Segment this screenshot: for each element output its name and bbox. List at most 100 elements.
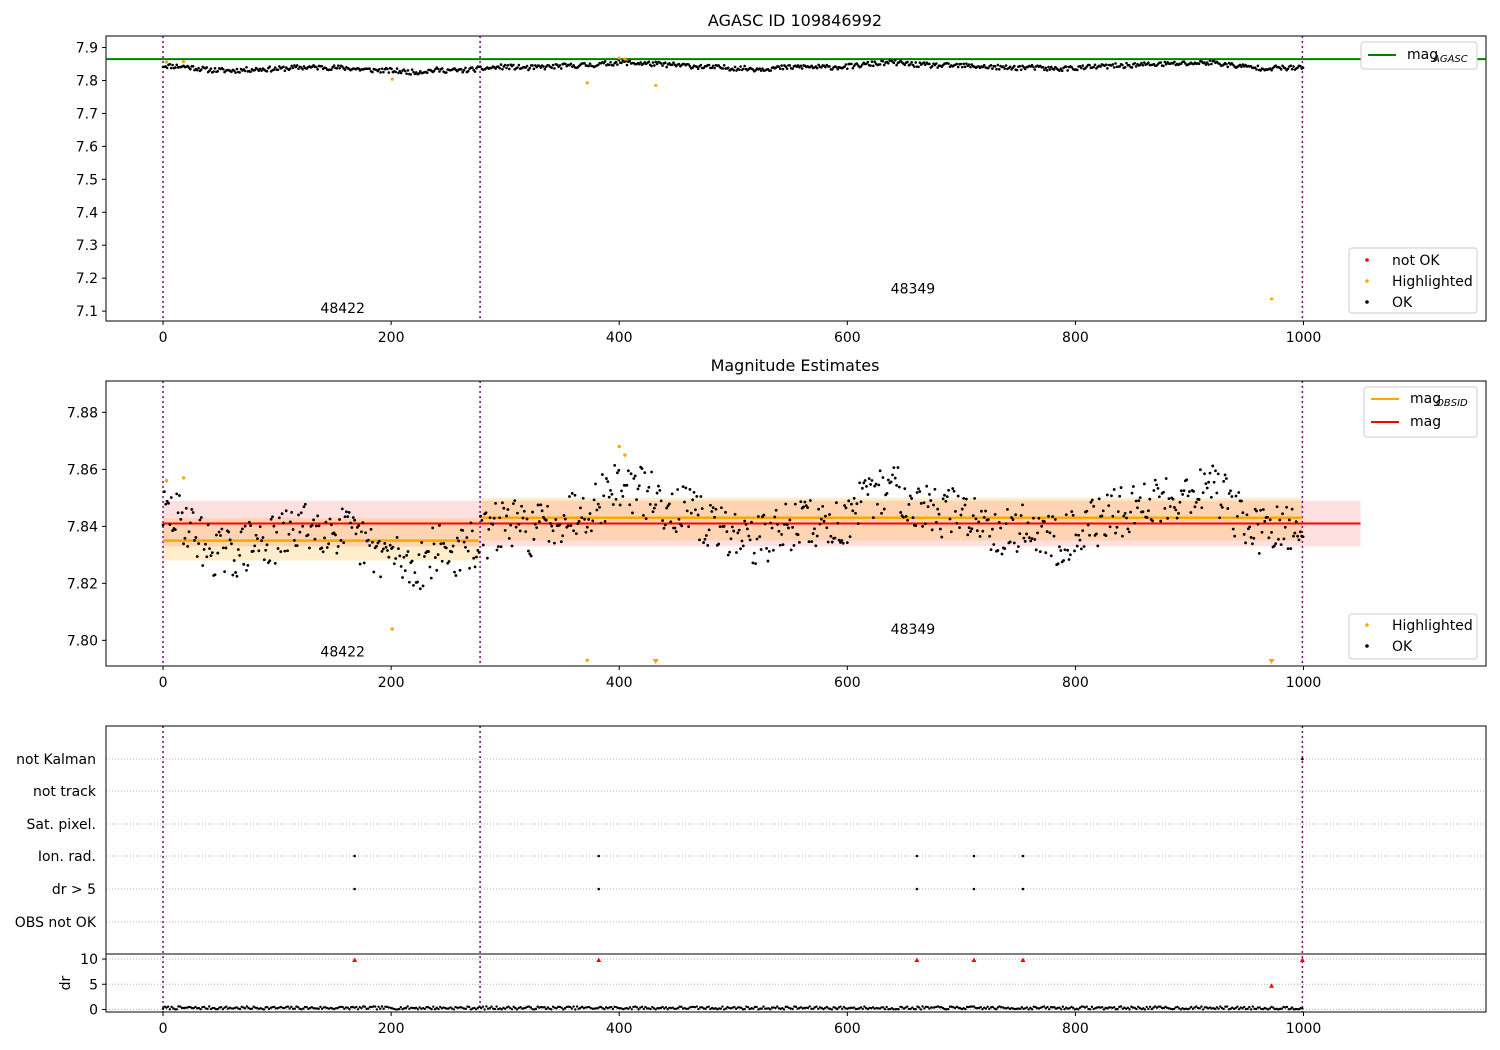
ok-point [863,479,867,482]
dr-point [1154,1005,1157,1008]
ok-point [689,511,693,515]
legend-label: Highlighted [1392,618,1473,634]
dr-point [433,1008,437,1011]
ok-point [700,507,704,511]
ok-point [843,504,846,507]
ok-point [1134,65,1138,68]
ok-point [1279,68,1283,71]
ok-point [882,63,886,67]
dr-point [1071,1006,1075,1010]
ok-point [254,533,258,537]
ok-point [1011,518,1015,521]
dr-point [1249,1008,1253,1011]
ok-point [1145,516,1149,519]
ok-point [1162,64,1165,68]
ok-point [1019,514,1023,517]
ok-point [278,65,281,68]
ok-point [239,530,243,534]
ok-point [440,559,444,563]
ok-point [643,471,647,475]
ok-point [1108,525,1112,529]
ok-point [1133,521,1137,525]
x-tick-label: 0 [159,330,168,346]
ok-point [836,67,840,71]
dr-point [676,1006,680,1010]
ok-point [241,527,244,531]
ok-point [696,513,700,517]
ok-point [691,498,695,502]
ok-point [502,506,506,510]
ok-point [308,546,311,550]
dr-point [1150,1007,1154,1011]
ok-point [799,500,803,504]
ok-point [1289,547,1293,550]
ok-point [315,65,318,69]
ok-point [631,511,634,515]
dr-point [791,1007,794,1011]
ok-point [253,68,257,72]
ok-point [316,67,319,71]
dr-flagged-point [971,957,977,963]
ok-point [381,547,385,551]
ok-point [1086,523,1090,527]
ok-point [919,502,923,505]
dr-point [1128,1008,1131,1011]
ok-point [1071,513,1075,517]
ok-point [830,540,834,544]
ok-point [710,510,714,513]
dr-point [971,1005,974,1008]
dr-point [635,1006,639,1009]
ok-point [969,530,972,533]
ok-point [432,69,436,73]
ok-point [1110,494,1113,498]
ok-point [1049,65,1053,69]
ok-point [216,551,220,555]
dr-point [892,1008,895,1011]
dr-point [861,1007,864,1011]
ok-point [387,555,391,559]
ok-point [918,61,922,64]
ok-point [1256,522,1260,526]
ok-point [1064,65,1068,68]
ok-point [427,550,430,553]
dr-point [859,1006,863,1009]
ok-point [673,526,677,530]
ok-point [295,544,299,548]
dr-point [1246,1007,1249,1011]
ok-point [401,576,404,579]
dr-point [810,1007,813,1010]
dr-point [435,1006,438,1009]
ok-point [473,565,477,569]
dr-point [964,1007,967,1011]
dr-point [493,1007,497,1011]
dr-point [1172,1007,1176,1011]
dr-point [755,1005,758,1009]
ok-point [1006,507,1009,511]
ok-point [683,500,686,504]
ok-point [960,507,964,511]
ok-point [854,511,857,515]
dr-point [468,1005,471,1009]
dr-point [456,1006,459,1009]
dr-point [817,1007,820,1011]
dr-point [510,1008,514,1011]
ok-point [1153,478,1157,482]
ok-point [176,511,180,515]
ok-point [798,540,801,544]
ok-point [1210,62,1213,66]
ok-point [1234,494,1238,498]
ok-point [606,480,610,484]
ok-point [273,561,277,565]
ok-point [1053,518,1057,521]
ok-point [674,530,678,534]
ok-point [283,69,287,72]
dr-point [281,1006,284,1010]
dr-point [654,1008,657,1011]
ok-point [345,510,348,514]
dr-point [1243,1005,1246,1009]
ok-point [1245,513,1249,517]
ok-point [460,68,463,71]
ok-point [1116,510,1120,514]
ok-point [312,518,315,522]
ok-point [646,489,649,493]
